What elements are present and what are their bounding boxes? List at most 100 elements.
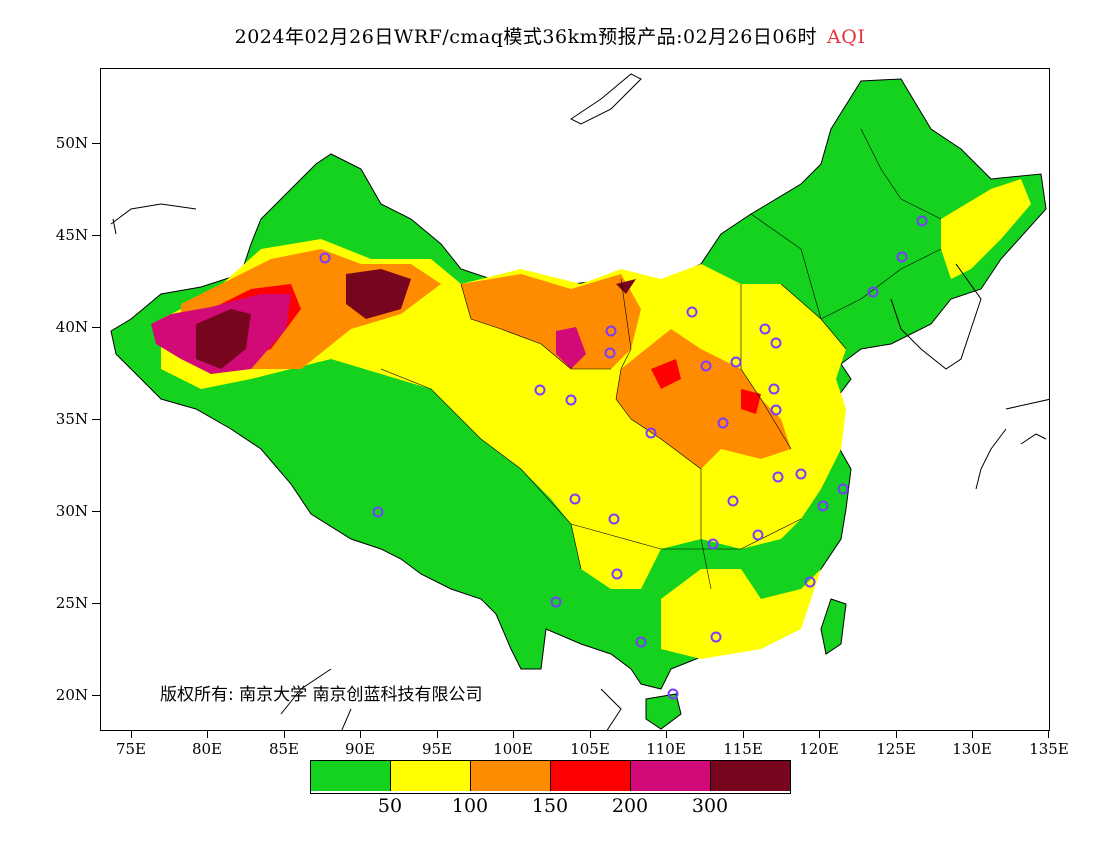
legend-swatch-red bbox=[551, 761, 631, 791]
city-marker bbox=[772, 471, 784, 483]
lat-tick bbox=[92, 419, 100, 420]
lat-tick bbox=[92, 695, 100, 696]
aqi-yellow-southeast bbox=[661, 569, 821, 659]
lon-label: 110E bbox=[646, 740, 686, 758]
lon-tick bbox=[590, 731, 591, 738]
lat-label: 25N bbox=[55, 594, 88, 612]
lon-label: 95E bbox=[421, 740, 453, 758]
legend-label: 100 bbox=[451, 795, 489, 817]
lon-tick bbox=[743, 731, 744, 738]
province-borders bbox=[380, 128, 942, 590]
aqi-maroon-south bbox=[616, 279, 636, 294]
city-marker bbox=[372, 506, 384, 518]
city-marker bbox=[768, 383, 780, 395]
lon-tick bbox=[284, 731, 285, 738]
city-marker bbox=[795, 468, 807, 480]
lat-label: 40N bbox=[55, 318, 88, 336]
lon-label: 80E bbox=[191, 740, 223, 758]
aqi-maroon-central bbox=[346, 269, 411, 319]
aqi-maroon-west bbox=[196, 309, 251, 369]
city-marker bbox=[707, 538, 719, 550]
aqi-legend bbox=[310, 760, 791, 794]
lon-label: 75E bbox=[115, 740, 147, 758]
city-marker bbox=[752, 529, 764, 541]
legend-swatch-maroon bbox=[711, 761, 790, 791]
city-marker bbox=[717, 417, 729, 429]
legend-swatch-green bbox=[311, 761, 391, 791]
variable-label: AQI bbox=[827, 26, 866, 48]
city-marker bbox=[916, 215, 928, 227]
city-marker bbox=[565, 394, 577, 406]
lat-label: 50N bbox=[55, 134, 88, 152]
city-marker bbox=[770, 404, 782, 416]
japan-coast bbox=[975, 398, 1049, 490]
aqi-red-east bbox=[741, 389, 761, 414]
lat-label: 30N bbox=[55, 502, 88, 520]
city-marker bbox=[896, 251, 908, 263]
city-marker bbox=[319, 252, 331, 264]
aqi-map bbox=[110, 73, 1049, 730]
lon-label: 85E bbox=[268, 740, 300, 758]
lat-label: 20N bbox=[55, 686, 88, 704]
lat-label: 35N bbox=[55, 410, 88, 428]
korea-coast bbox=[890, 263, 982, 370]
aqi-orange-central bbox=[461, 274, 641, 369]
city-marker bbox=[611, 568, 623, 580]
city-marker bbox=[686, 306, 698, 318]
lon-tick bbox=[1048, 731, 1049, 738]
city-marker bbox=[759, 323, 771, 335]
city-marker bbox=[727, 495, 739, 507]
lon-tick bbox=[972, 731, 973, 738]
taiwan bbox=[820, 598, 847, 655]
lon-label: 125E bbox=[876, 740, 916, 758]
aqi-orange-east bbox=[616, 329, 791, 469]
lake-baikal bbox=[570, 73, 642, 125]
city-marker bbox=[605, 325, 617, 337]
lon-tick bbox=[513, 731, 514, 738]
legend-swatch-orange bbox=[471, 761, 551, 791]
caspian-fragment bbox=[110, 203, 197, 235]
aqi-purple-central bbox=[556, 327, 586, 369]
lat-label: 45N bbox=[55, 226, 88, 244]
city-marker bbox=[569, 493, 581, 505]
city-marker bbox=[837, 483, 849, 495]
city-marker bbox=[730, 356, 742, 368]
lon-tick bbox=[666, 731, 667, 738]
city-marker bbox=[770, 337, 782, 349]
legend-label: 150 bbox=[531, 795, 569, 817]
legend-label: 50 bbox=[377, 795, 403, 817]
city-marker bbox=[667, 688, 679, 700]
lon-tick bbox=[207, 731, 208, 738]
title-text: 2024年02月26日WRF/cmaq模式36km预报产品:02月26日06时 bbox=[234, 26, 818, 48]
city-marker bbox=[635, 636, 647, 648]
city-marker bbox=[710, 631, 722, 643]
city-marker bbox=[645, 427, 657, 439]
city-marker bbox=[604, 347, 616, 359]
city-marker bbox=[700, 360, 712, 372]
lon-label: 120E bbox=[799, 740, 839, 758]
city-marker bbox=[804, 576, 816, 588]
lon-label: 100E bbox=[493, 740, 533, 758]
hainan bbox=[645, 693, 682, 730]
map-panel bbox=[100, 68, 1050, 731]
lat-tick bbox=[92, 603, 100, 604]
legend-label: 200 bbox=[611, 795, 649, 817]
vietnam-fragment bbox=[600, 688, 622, 730]
lon-tick bbox=[896, 731, 897, 738]
lat-tick bbox=[92, 235, 100, 236]
lon-label: 115E bbox=[723, 740, 763, 758]
lon-tick bbox=[437, 731, 438, 738]
city-marker bbox=[817, 500, 829, 512]
copyright-notice: 版权所有: 南京大学 南京创蓝科技有限公司 bbox=[160, 685, 483, 705]
lat-tick bbox=[92, 327, 100, 328]
lat-tick bbox=[92, 143, 100, 144]
lon-label: 105E bbox=[570, 740, 610, 758]
city-marker bbox=[550, 596, 562, 608]
city-marker bbox=[867, 286, 879, 298]
city-markers bbox=[319, 215, 928, 700]
lon-tick bbox=[131, 731, 132, 738]
city-marker bbox=[608, 513, 620, 525]
lat-tick bbox=[92, 511, 100, 512]
legend-swatch-purple bbox=[631, 761, 711, 791]
india-fragment bbox=[280, 668, 352, 730]
